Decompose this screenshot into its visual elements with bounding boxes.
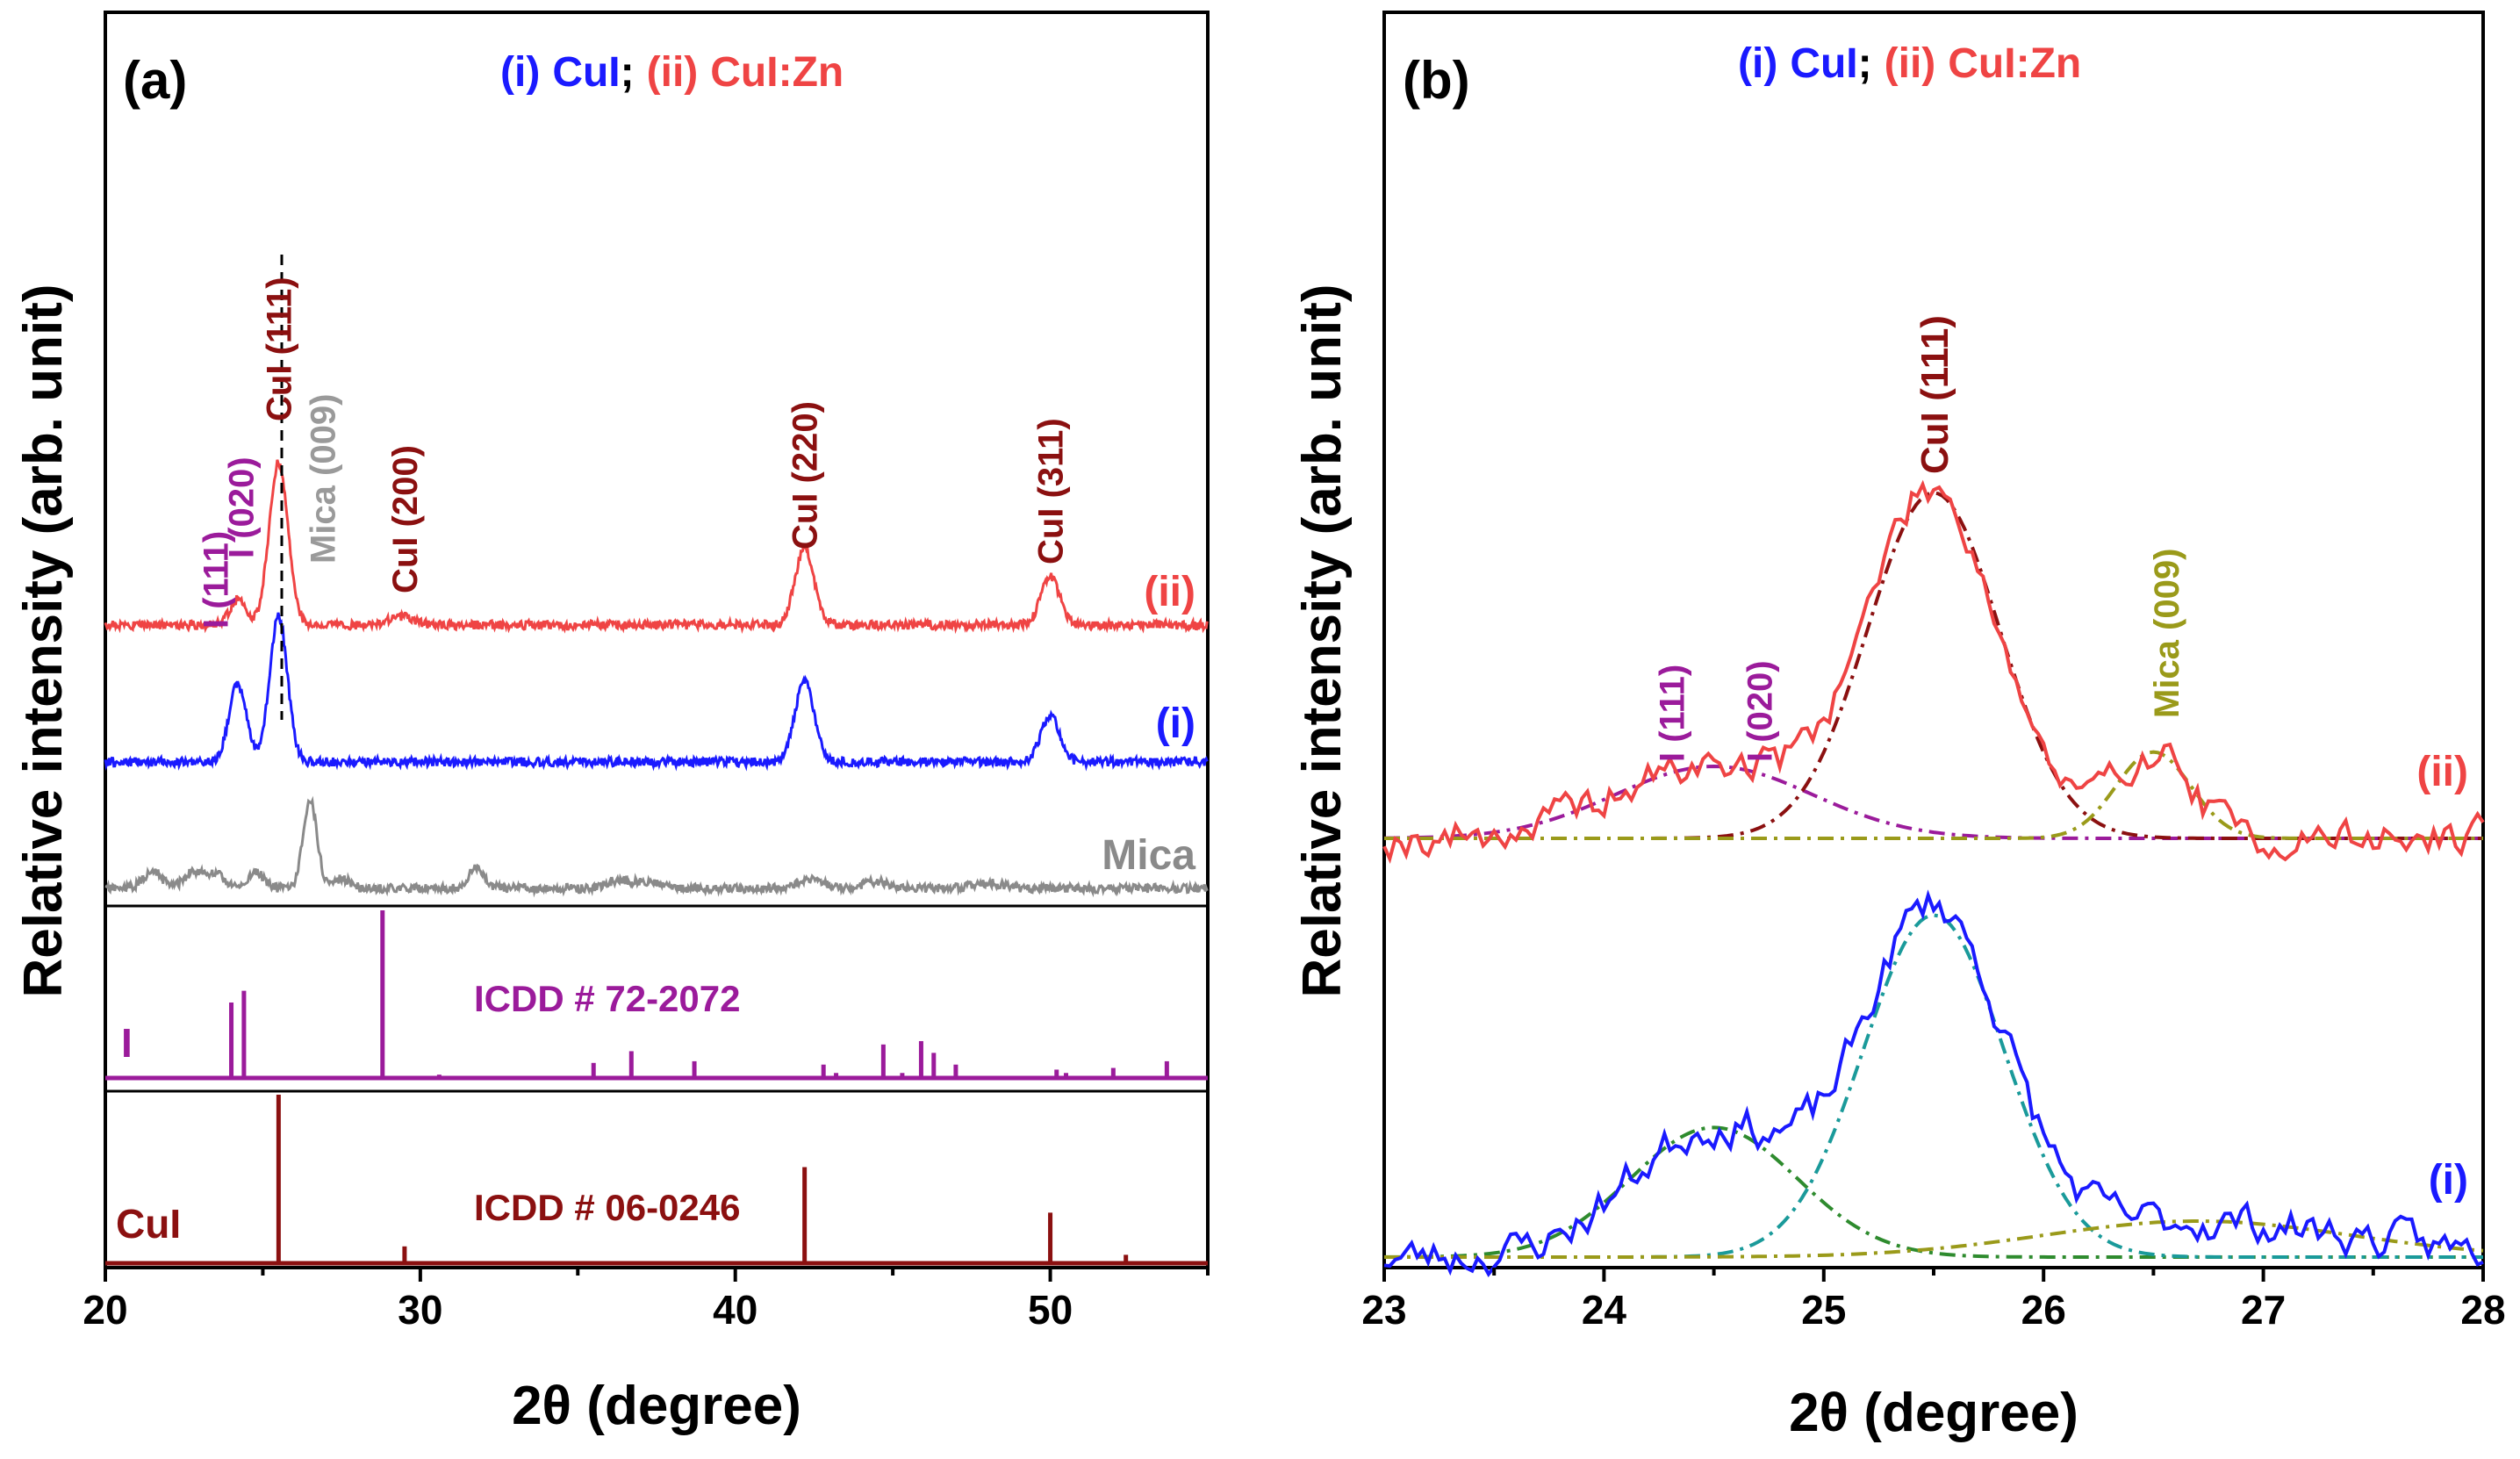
series-i-line	[104, 612, 1209, 772]
peak-label: CuI (111)	[1913, 315, 1956, 474]
panel-b-label: (b)	[1403, 51, 1470, 110]
legend-ii-name: CuI:Zn	[710, 49, 844, 96]
series-ii-line	[104, 459, 1209, 635]
panel-b-legend: (i) CuI; (ii) CuI:Zn	[1738, 40, 2081, 87]
panel-b: 23 24 25 26 27 28 (b) (i) CuI; (ii) CuI:Zn I (11…	[1292, 11, 2506, 1443]
panel-a-legend: (i) CuI; (ii) CuI:Zn	[500, 49, 844, 96]
peak-label: CuI (220)	[786, 401, 825, 550]
x-tick-label: 40	[713, 1287, 757, 1333]
panel-a-peak-labels: I (111)I (020) CuI (111)Mica (009) CuI (20…	[197, 277, 1071, 629]
panel-a-ylabel: Relative intensity (arb. unit)	[13, 284, 74, 997]
panel-b-frame	[1382, 11, 2485, 1269]
panel-a-ticks: 20 30 40 50	[83, 1268, 1210, 1333]
panel-a-reference-lines	[105, 910, 1208, 1266]
b-series-label-i: (i)	[2429, 1157, 2468, 1204]
fit-component-line	[1384, 491, 2483, 840]
panel-b-ticks: 23 24 25 26 27 28	[1361, 1268, 2506, 1333]
legend-b-i-marker: (i)	[1738, 40, 1777, 87]
x-tick-label: 23	[1361, 1287, 1406, 1333]
series-ii-measured-line	[1382, 479, 2485, 865]
x-tick-label: 26	[2021, 1287, 2066, 1333]
panel-b-peak-labels: I (111) I (020) CuI (111) Mica (009)	[1654, 315, 2186, 762]
x-tick-label: 25	[1801, 1287, 1846, 1333]
series-i-measured-line	[1383, 889, 2484, 1277]
panel-a: 20 30 40 50 (a) (i) CuI; (ii) CuI:Zn I (111)I …	[13, 11, 1210, 1436]
ref-icdd-i: ICDD # 72-2072	[474, 978, 741, 1019]
peak-label: I (020)	[222, 456, 261, 558]
legend-sep: ;	[621, 49, 635, 96]
series-label-i: (i)	[1156, 701, 1195, 747]
legend-ii-marker: (ii)	[647, 49, 699, 96]
legend-b-sep: ;	[1858, 40, 1872, 87]
panel-a-xlabel: 2θ (degree)	[512, 1376, 801, 1436]
x-tick-label: 30	[398, 1287, 442, 1333]
x-tick-label: 24	[1582, 1287, 1627, 1333]
peak-label: CuI (111)	[260, 277, 298, 421]
peak-label: Mica (009)	[2148, 549, 2186, 718]
x-tick-label: 27	[2241, 1287, 2286, 1333]
legend-i-marker: (i)	[500, 49, 540, 96]
series-label-ii: (ii)	[1144, 569, 1195, 615]
panel-b-xlabel: 2θ (degree)	[1789, 1383, 2078, 1443]
b-series-label-ii: (ii)	[2416, 749, 2468, 795]
x-tick-label: 50	[1028, 1287, 1073, 1333]
series-mica-line	[104, 795, 1209, 898]
peak-label: I (020)	[1741, 660, 1780, 762]
panel-b-curves	[1382, 479, 2485, 1277]
panel-b-ylabel: Relative intensity (arb. unit)	[1292, 284, 1353, 997]
legend-i-name: CuI	[552, 49, 620, 96]
ref-icdd-cui: ICDD # 06-0246	[474, 1187, 741, 1228]
ref-label-i: I	[121, 1020, 133, 1066]
legend-b-i-name: CuI	[1790, 40, 1857, 87]
peak-label: CuI (200)	[386, 445, 425, 593]
peak-label: I (111)	[1654, 665, 1692, 762]
peak-label: CuI (311)	[1032, 418, 1071, 564]
series-label-mica: Mica	[1102, 832, 1195, 879]
x-tick-label: 28	[2460, 1287, 2505, 1333]
panel-a-frame	[104, 11, 1210, 1269]
legend-b-ii-marker: (ii)	[1885, 40, 1936, 87]
legend-b-ii-name: CuI:Zn	[1948, 40, 2081, 87]
panel-a-label: (a)	[123, 51, 187, 110]
panel-a-curves	[104, 459, 1209, 898]
ref-label-cui: CuI	[116, 1201, 181, 1247]
peak-label: Mica (009)	[305, 394, 343, 564]
x-tick-label: 20	[83, 1287, 127, 1333]
peak-label: I (111)	[197, 531, 236, 629]
fit-component-line	[1384, 750, 2483, 840]
fit-component-line	[1384, 913, 2483, 1259]
